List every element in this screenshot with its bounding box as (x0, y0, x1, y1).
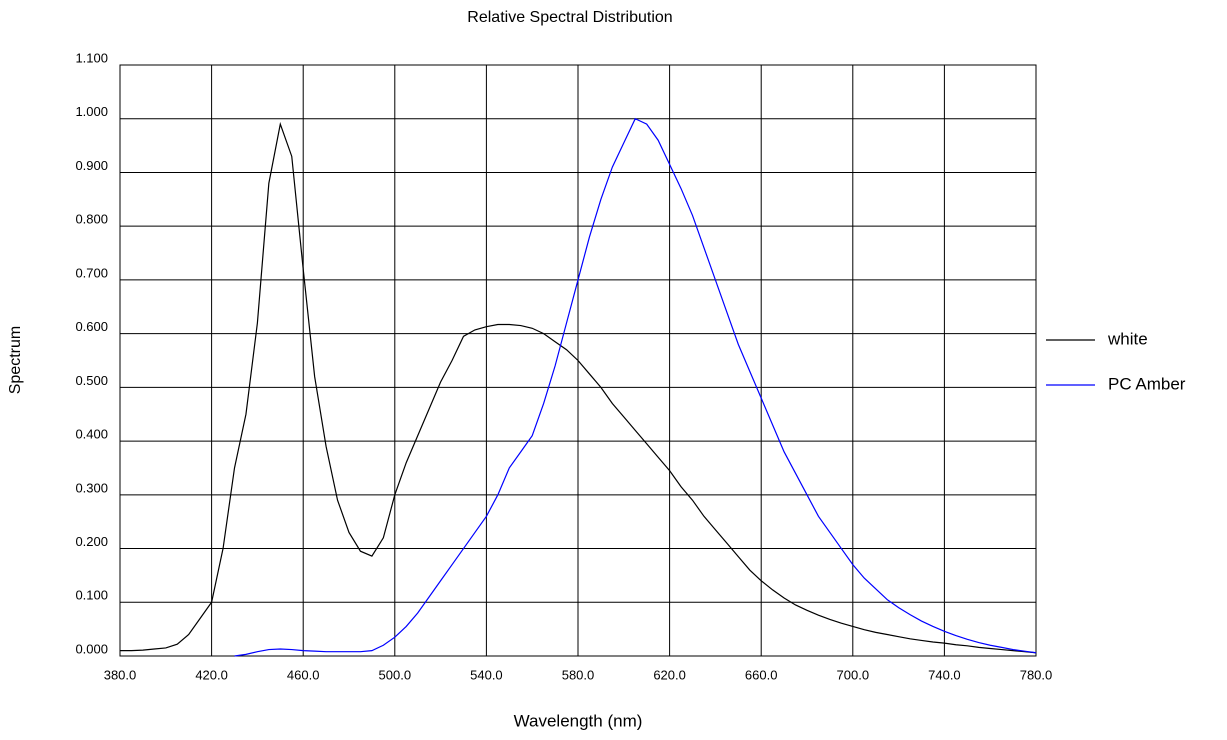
x-tick-label: 540.0 (470, 667, 503, 682)
x-tick-label: 460.0 (287, 667, 320, 682)
y-tick-label: 0.000 (75, 641, 108, 656)
x-tick-label: 700.0 (837, 667, 870, 682)
y-tick-label: 0.500 (75, 373, 108, 388)
x-tick-label: 420.0 (195, 667, 228, 682)
y-tick-label: 1.100 (75, 50, 108, 65)
x-tick-label: 380.0 (104, 667, 137, 682)
x-tick-label: 500.0 (379, 667, 412, 682)
series-line (120, 121, 1037, 654)
y-tick-label: 0.300 (75, 480, 108, 495)
y-tick-label: 0.100 (75, 588, 108, 603)
x-tick-label: 620.0 (653, 667, 686, 682)
y-tick-label: 0.800 (75, 212, 108, 227)
y-axis-label: Spectrum (7, 326, 24, 394)
y-tick-label: 0.400 (75, 427, 108, 442)
legend-label: white (1107, 329, 1148, 348)
chart-title: Relative Spectral Distribution (467, 9, 672, 26)
x-tick-label: 660.0 (745, 667, 778, 682)
series-line (234, 117, 1037, 657)
y-tick-label: 0.700 (75, 265, 108, 280)
x-tick-label: 780.0 (1020, 667, 1053, 682)
plot-border (119, 64, 1037, 657)
x-tick-label: 580.0 (562, 667, 595, 682)
y-tick-label: 1.000 (75, 104, 108, 119)
y-tick-label: 0.900 (75, 158, 108, 173)
legend-label: PC Amber (1108, 374, 1186, 393)
y-tick-label: 0.600 (75, 319, 108, 334)
x-axis-label: Wavelength (nm) (514, 711, 643, 730)
x-tick-label: 740.0 (928, 667, 961, 682)
y-tick-label: 0.200 (75, 534, 108, 549)
